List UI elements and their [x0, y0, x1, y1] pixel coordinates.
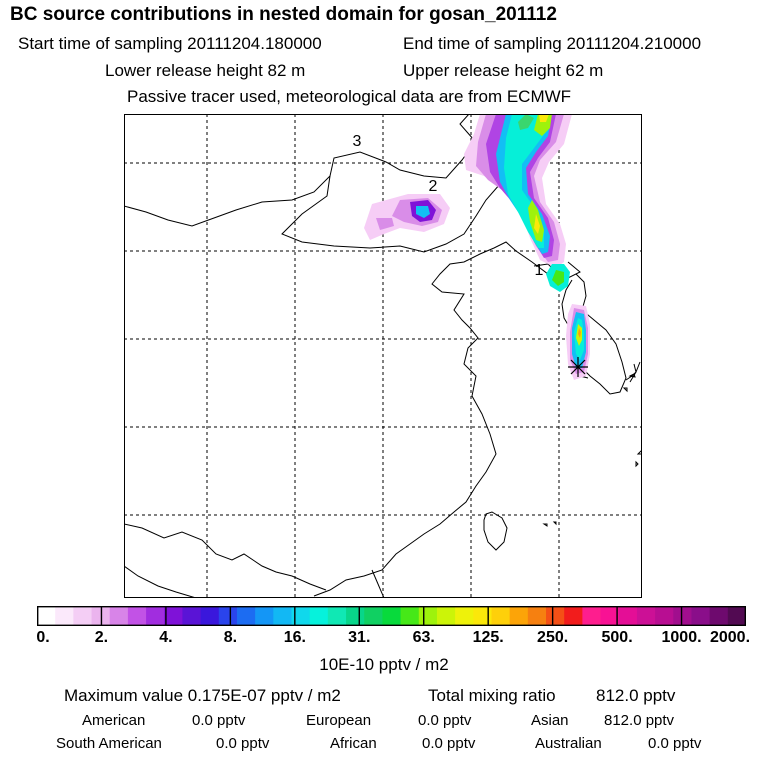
- colorbar-tick-label: 2.: [94, 629, 109, 646]
- colorbar-swatch: [364, 606, 384, 626]
- colorbar-swatch: [455, 606, 474, 626]
- colorbar-swatch: [146, 606, 165, 626]
- region-south-american-label: South American: [56, 735, 162, 752]
- lat-lon-grid: [124, 114, 642, 598]
- colorbar-swatch: [236, 606, 256, 626]
- colorbar-swatch: [673, 606, 693, 626]
- colorbar-unit-label: 10E-10 pptv / m2: [319, 655, 449, 674]
- plume-northern: [464, 114, 572, 292]
- colorbar-swatch: [709, 606, 729, 626]
- colorbar-border: [37, 606, 746, 626]
- colorbar-swatch: [73, 606, 93, 626]
- upper-release-height-label: Upper release height 62 m: [403, 61, 604, 80]
- colorbar-swatch: [291, 606, 311, 626]
- colorbar-swatch: [473, 606, 493, 626]
- colorbar-tick-label: 1000.: [661, 629, 702, 646]
- colorbar-tick-label: 2000.: [709, 629, 751, 646]
- colorbar-tick-label: 16.: [283, 629, 306, 646]
- colorbar-swatch: [218, 606, 238, 626]
- colorbar-swatch: [618, 606, 638, 626]
- colorbar-swatch: [273, 606, 293, 626]
- plume-inland-patch: [364, 194, 450, 240]
- colorbar-swatch: [182, 606, 202, 626]
- colorbar-swatch: [691, 606, 711, 626]
- maximum-value-label: Maximum value 0.175E-07 pptv / m2: [64, 686, 341, 705]
- receptor-star-icon: [568, 357, 588, 377]
- region-asian-value: 812.0 pptv: [604, 712, 675, 729]
- region-african-label: African: [330, 735, 377, 752]
- end-time-label: End time of sampling 20111204.210000: [403, 34, 702, 53]
- colorbar-swatch: [636, 606, 656, 626]
- region-european-value: 0.0 pptv: [418, 712, 472, 729]
- colorbar-swatch: [309, 606, 329, 626]
- colorbar-swatch: [564, 606, 583, 626]
- colorbar-swatch: [346, 606, 365, 626]
- colorbar: [37, 606, 746, 626]
- lower-release-height-label: Lower release height 82 m: [105, 61, 306, 80]
- map-panel: 3 2 1: [124, 114, 642, 598]
- region-australian-value: 0.0 pptv: [648, 735, 702, 752]
- start-time-label: Start time of sampling 20111204.180000: [18, 34, 322, 53]
- colorbar-tick-label: 250.: [537, 629, 569, 646]
- islands: [542, 373, 642, 527]
- colorbar-tick-label: 500.: [601, 629, 633, 646]
- colorbar-swatch: [164, 606, 184, 626]
- colorbar-swatch: [255, 606, 274, 626]
- tracer-note: Passive tracer used, meteorological data…: [127, 87, 572, 106]
- colorbar-swatch: [127, 606, 147, 626]
- region-american-label: American: [82, 712, 146, 729]
- colorbar-swatch: [109, 606, 129, 626]
- colorbar-swatch: [527, 606, 547, 626]
- colorbar-swatch: [727, 606, 746, 626]
- colorbar-swatch: [600, 606, 620, 626]
- colorbar-swatch: [37, 606, 56, 626]
- colorbar-swatch: [418, 606, 438, 626]
- source-label-3: 3: [353, 133, 362, 150]
- colorbar-swatch: [546, 606, 565, 626]
- total-mixing-ratio-value: 812.0 pptv: [596, 686, 676, 705]
- colorbar-swatch: [655, 606, 674, 626]
- region-african-value: 0.0 pptv: [422, 735, 476, 752]
- colorbar-swatch: [582, 606, 602, 626]
- colorbar-tick-label: 0.: [36, 629, 50, 646]
- source-label-1: 1: [535, 262, 544, 279]
- region-asian-label: Asian: [531, 712, 569, 729]
- colorbar-swatch: [400, 606, 420, 626]
- region-american-value: 0.0 pptv: [192, 712, 246, 729]
- colorbar-swatch: [491, 606, 511, 626]
- colorbar-swatch: [382, 606, 402, 626]
- colorbar-tick-label: 63.: [412, 629, 435, 646]
- plot-title: BC source contributions in nested domain…: [10, 4, 557, 25]
- colorbar-swatch: [509, 606, 529, 626]
- region-european-label: European: [306, 712, 372, 729]
- colorbar-swatch: [327, 606, 347, 626]
- colorbar-tick-label: 8.: [223, 629, 238, 646]
- region-south-american-value: 0.0 pptv: [216, 735, 270, 752]
- colorbar-tick-label: 31.: [348, 629, 371, 646]
- colorbar-tick-label: 125.: [472, 629, 504, 646]
- total-mixing-ratio-label: Total mixing ratio: [428, 686, 556, 705]
- colorbar-swatch: [55, 606, 74, 626]
- source-label-2: 2: [429, 178, 438, 195]
- colorbar-swatch: [436, 606, 456, 626]
- colorbar-swatch: [200, 606, 220, 626]
- region-australian-label: Australian: [535, 735, 602, 752]
- colorbar-tick-label: 4.: [159, 629, 173, 646]
